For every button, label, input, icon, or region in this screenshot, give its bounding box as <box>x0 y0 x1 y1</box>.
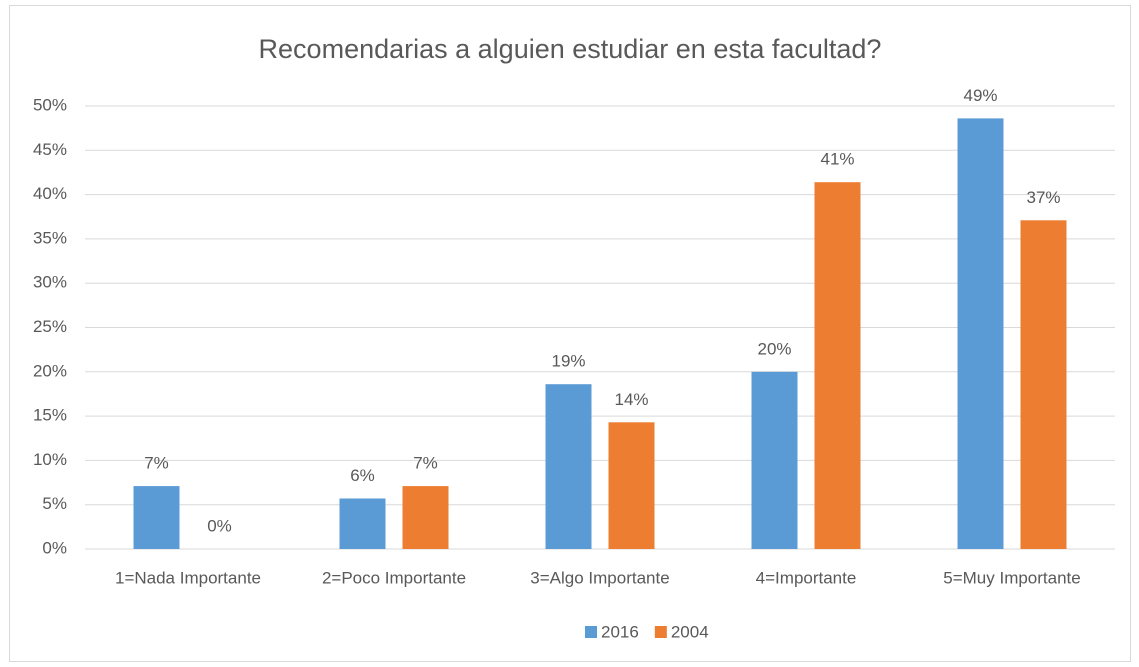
y-tick-label: 50% <box>33 95 67 114</box>
bar <box>545 384 592 549</box>
x-tick-label: 5=Muy Importante <box>943 568 1081 587</box>
y-tick-label: 5% <box>42 494 67 513</box>
value-label: 6% <box>350 466 375 485</box>
legend-label: 2016 <box>601 622 639 641</box>
y-tick-label: 20% <box>33 361 67 380</box>
legend-swatch <box>654 626 667 638</box>
bar <box>339 498 386 549</box>
bar <box>751 371 798 549</box>
y-tick-label: 45% <box>33 140 67 159</box>
y-tick-label: 30% <box>33 273 67 292</box>
x-tick-label: 2=Poco Importante <box>322 568 466 587</box>
y-tick-label: 15% <box>33 406 67 425</box>
y-tick-label: 0% <box>42 538 67 557</box>
bar <box>1020 220 1067 549</box>
value-label: 0% <box>207 516 232 535</box>
value-label: 49% <box>963 86 997 105</box>
y-tick-label: 25% <box>33 317 67 336</box>
x-tick-label: 4=Importante <box>756 568 857 587</box>
chart-border <box>9 5 1131 662</box>
chart-title: Recomendarias a alguien estudiar en esta… <box>259 34 882 64</box>
bar <box>957 118 1004 550</box>
value-label: 20% <box>757 339 791 358</box>
value-label: 7% <box>413 454 438 473</box>
value-label: 41% <box>820 150 854 169</box>
value-label: 19% <box>551 352 585 371</box>
bar <box>402 486 449 549</box>
x-tick-label: 1=Nada Importante <box>115 568 261 587</box>
legend-swatch <box>585 626 597 638</box>
x-tick-label: 3=Algo Importante <box>530 568 669 587</box>
y-tick-label: 40% <box>33 184 67 203</box>
legend-label: 2004 <box>671 622 709 641</box>
bar <box>814 182 861 550</box>
value-label: 7% <box>144 454 169 473</box>
value-label: 14% <box>614 390 648 409</box>
y-tick-label: 10% <box>33 450 67 469</box>
y-tick-label: 35% <box>33 228 67 247</box>
bar <box>133 486 180 549</box>
value-label: 37% <box>1026 188 1060 207</box>
bar <box>608 422 655 549</box>
